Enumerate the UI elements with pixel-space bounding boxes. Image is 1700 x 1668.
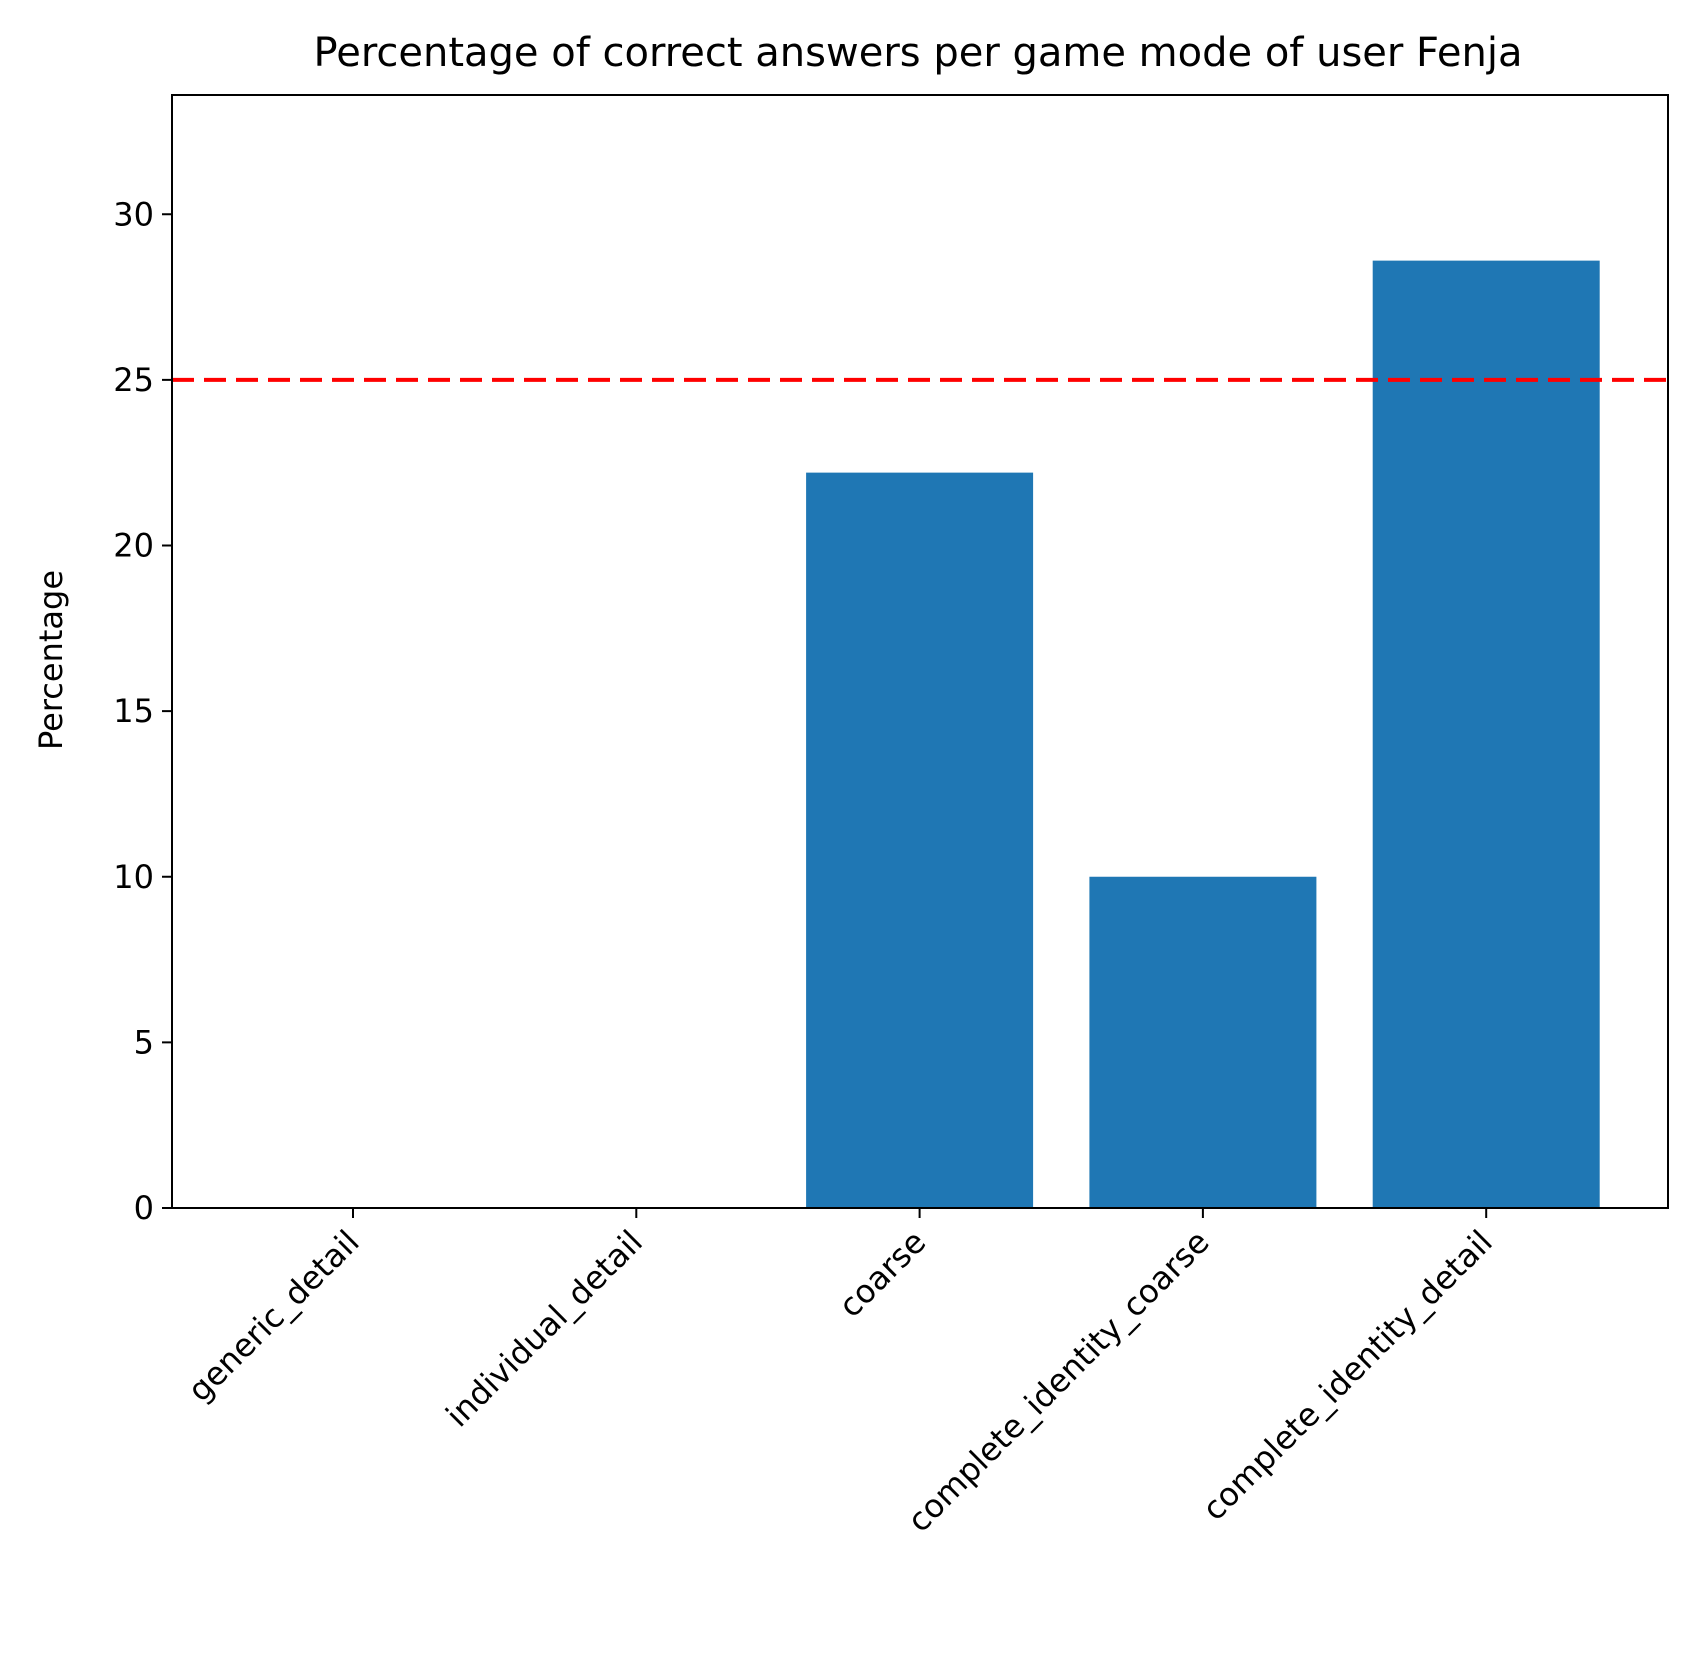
x-tick-label: complete_identity_coarse: [900, 1223, 1217, 1540]
y-tick-label: 20: [113, 527, 154, 565]
y-tick-label: 5: [134, 1023, 154, 1061]
y-axis-label: Percentage: [32, 570, 70, 750]
bars-group: [806, 260, 1600, 1208]
x-tick-label: generic_detail: [180, 1223, 366, 1409]
x-axis: generic_detail individual_detail coarsecom…: [180, 1208, 1500, 1539]
x-tick-label: complete_identity_detail: [1195, 1223, 1500, 1528]
y-tick-label: 30: [113, 195, 154, 233]
x-tick-label: coarse: [831, 1223, 933, 1325]
x-tick-label: individual_detail: [438, 1223, 650, 1435]
y-tick-label: 10: [113, 858, 154, 896]
chart-title: Percentage of correct answers per game m…: [314, 30, 1523, 76]
y-tick-label: 0: [134, 1189, 154, 1227]
bar-complete_identity_coarse: [1089, 876, 1317, 1208]
bar-complete_identity_detail: [1372, 260, 1600, 1208]
y-axis: 0 5 10 15 20 25 30: [113, 195, 172, 1227]
y-tick-label: 15: [113, 692, 154, 730]
y-tick-label: 25: [113, 361, 154, 399]
bar-coarse: [806, 472, 1034, 1208]
